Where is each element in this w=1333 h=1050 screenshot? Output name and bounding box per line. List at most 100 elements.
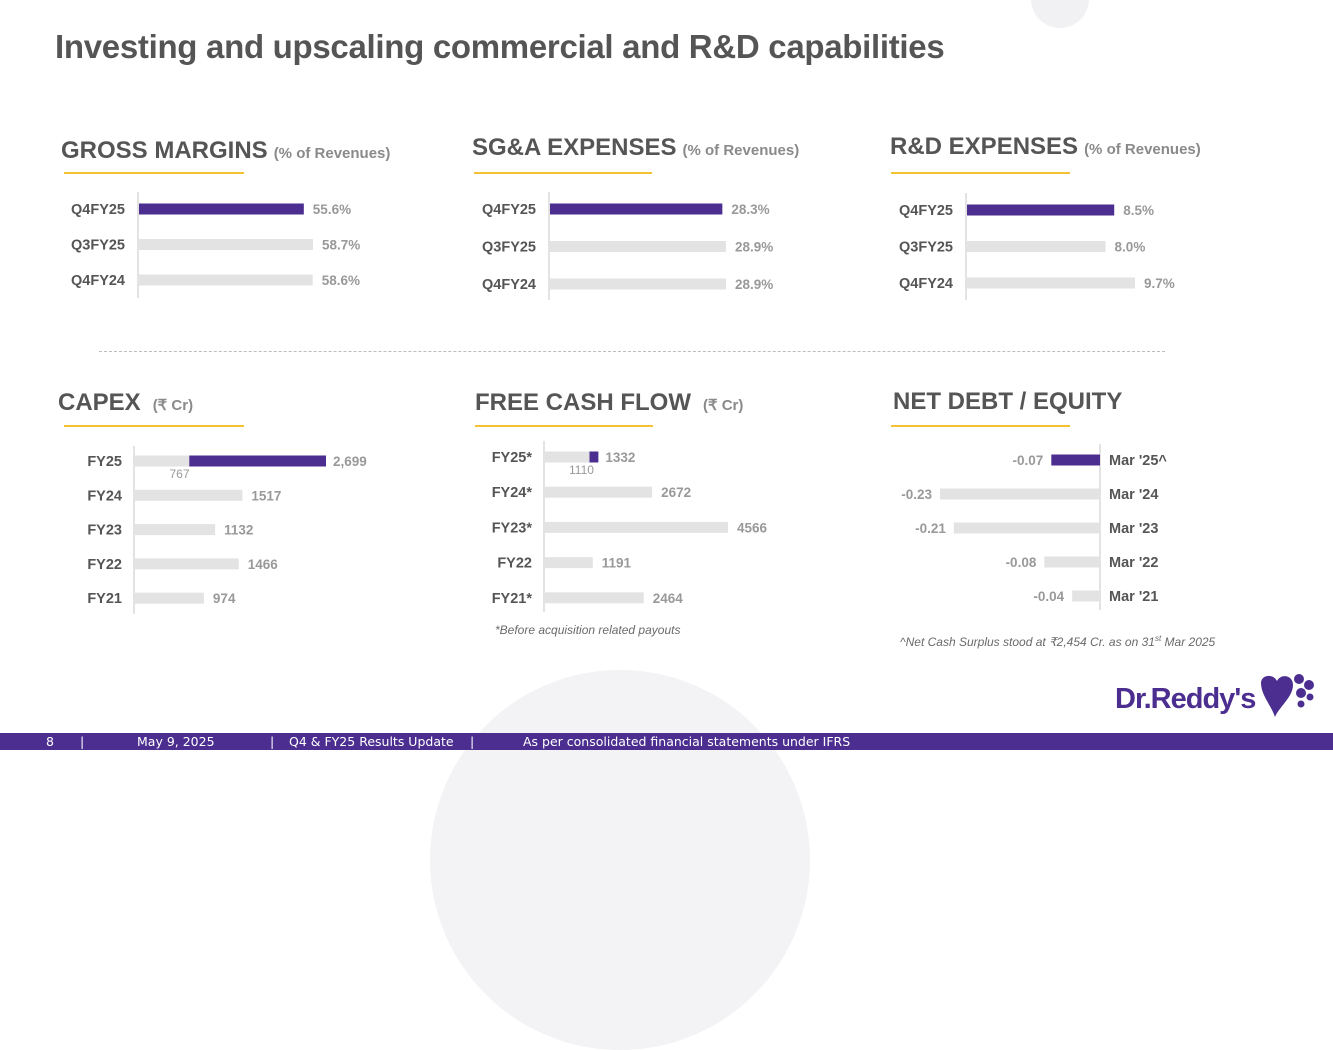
gross-margins-title-main: GROSS MARGINS (61, 137, 268, 164)
fcf-title-main: FREE CASH FLOW (475, 389, 691, 416)
netdebt-bar (1044, 556, 1100, 568)
gross-value-label: 58.6% (322, 273, 360, 288)
capex-value-label: 1466 (248, 557, 279, 572)
sga-title-main: SG&A EXPENSES (472, 134, 677, 161)
sga-value-label: 28.3% (731, 202, 769, 217)
capex-category-label: FY24 (87, 488, 122, 504)
logo-text: Dr.Reddy's (1115, 683, 1256, 715)
footer-note: As per consolidated financial statements… (523, 734, 851, 749)
capex-bar (135, 489, 243, 501)
capex-category-label: FY22 (87, 557, 122, 573)
gross-margins-underline (64, 172, 244, 174)
gross-bar (139, 274, 313, 286)
rnd-value-label: 8.0% (1115, 240, 1146, 255)
netdebt-value-label: -0.08 (1006, 555, 1037, 570)
capex-value-label: 974 (213, 591, 236, 606)
gross-category-label: Q4FY25 (71, 202, 125, 218)
sga-title-sub: (% of Revenues) (682, 142, 800, 159)
rnd-bar (967, 204, 1115, 216)
footer-separator-1: | (80, 734, 85, 749)
footer-doc-name: Q4 & FY25 Results Update (289, 734, 454, 749)
fcf-underline (475, 425, 653, 427)
capex-title-sub: (₹ Cr) (152, 397, 194, 414)
netdebt-footnote-post: Mar 2025 (1161, 635, 1216, 649)
netdebt-footnote: ^Net Cash Surplus stood at ₹2,454 Cr. as… (900, 634, 1215, 649)
fcf-title: FREE CASH FLOW (₹ Cr) (475, 389, 743, 417)
fcf-category-label: FY25* (492, 450, 533, 466)
gross-bar (139, 239, 313, 250)
gross-value-label: 58.7% (322, 238, 360, 253)
company-logo: Dr.Reddy's (1115, 673, 1315, 721)
rnd-title-sub: (% of Revenues) (1084, 141, 1201, 158)
fcf-value-label: 1191 (602, 556, 632, 571)
rnd-title: R&D EXPENSES (% of Revenues) (890, 133, 1201, 161)
page-title: Investing and upscaling commercial and R… (55, 28, 945, 65)
section-divider (99, 351, 1165, 352)
sga-title: SG&A EXPENSES (% of Revenues) (472, 134, 799, 162)
capex-category-label: FY25 (87, 454, 122, 470)
netdebt-bar (953, 522, 1100, 534)
capex-value-label: 2,699 (333, 454, 367, 469)
capex-value-label: 1132 (224, 523, 253, 538)
sga-value-label: 28.9% (735, 240, 773, 255)
footer-bar: 8 | May 9, 2025 | Q4 & FY25 Results Upda… (0, 733, 1333, 750)
capex-value-label: 1517 (251, 488, 281, 503)
netdebt-underline (891, 425, 1070, 427)
rnd-category-label: Q3FY25 (899, 240, 953, 256)
sga-underline (474, 172, 652, 174)
capex-category-label: FY21 (87, 591, 122, 607)
fcf-value-label: 2464 (653, 591, 684, 606)
gross-margins-title-sub: (% of Revenues) (273, 145, 391, 162)
gross-category-label: Q3FY25 (71, 238, 125, 254)
fcf-bar (545, 486, 653, 498)
capex-bar-base (135, 455, 190, 467)
gross-value-label: 55.6% (313, 202, 351, 217)
rnd-title-main: R&D EXPENSES (890, 133, 1079, 160)
capex-underline (64, 425, 244, 427)
netdebt-title-main: NET DEBT / EQUITY (893, 388, 1123, 415)
rnd-value-label: 9.7% (1144, 276, 1175, 291)
capex-bar-top (189, 455, 326, 467)
gross-bar (139, 203, 304, 215)
fcf-category-label: FY24* (492, 485, 533, 501)
footer-page-number: 8 (46, 734, 54, 749)
netdebt-value-label: -0.07 (1013, 453, 1044, 468)
netdebt-category-label: Mar '22 (1109, 555, 1158, 571)
fcf-category-label: FY23* (492, 520, 533, 536)
sga-category-label: Q3FY25 (482, 240, 536, 256)
footer-date: May 9, 2025 (137, 734, 215, 749)
fcf-bar (545, 592, 644, 604)
netdebt-value-label: -0.23 (901, 487, 932, 502)
sga-bar (550, 241, 726, 252)
fcf-bar (545, 557, 593, 569)
capex-category-label: FY23 (87, 523, 122, 539)
netdebt-bar (1051, 454, 1100, 466)
netdebt-bar (940, 488, 1100, 500)
sga-category-label: Q4FY24 (482, 277, 536, 293)
fcf-value-label: 4566 (737, 520, 768, 535)
netdebt-footnote-sup: st (1154, 634, 1162, 643)
rnd-value-label: 8.5% (1123, 203, 1154, 218)
rnd-bar (967, 241, 1106, 252)
charts-canvas: Q4FY25 55.6% Q3FY25 58.7% Q4FY24 58.6% Q4FY25 2… (71, 192, 1175, 614)
capex-title-main: CAPEX (58, 389, 141, 416)
fcf-stack-base-label: 1110 (569, 463, 594, 477)
netdebt-value-label: -0.04 (1033, 589, 1064, 604)
rnd-category-label: Q4FY24 (899, 276, 953, 292)
sga-category-label: Q4FY25 (482, 202, 536, 218)
capex-bar (135, 558, 239, 570)
fcf-value-label: 2672 (661, 485, 691, 500)
capex-title: CAPEX (₹ Cr) (58, 389, 193, 417)
fcf-bar-base (545, 451, 590, 463)
gross-category-label: Q4FY24 (71, 273, 125, 289)
capex-stack-base-label: 767 (169, 467, 189, 481)
netdebt-bar (1072, 590, 1100, 602)
netdebt-footnote-pre: ^Net Cash Surplus stood at ₹2,454 Cr. as… (900, 635, 1155, 649)
rnd-underline (891, 172, 1070, 174)
fcf-bar (545, 521, 728, 533)
fcf-category-label: FY21* (492, 591, 533, 607)
netdebt-title: NET DEBT / EQUITY (893, 388, 1122, 416)
footer-separator-3: | (470, 734, 475, 749)
capex-bar (135, 592, 204, 604)
capex-bar (135, 524, 216, 536)
